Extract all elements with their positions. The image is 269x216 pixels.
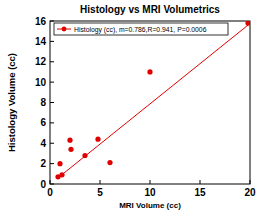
- y-tick: [50, 61, 54, 62]
- point: [245, 21, 250, 26]
- y-tick-label: 6: [40, 117, 46, 128]
- x-tick: [250, 180, 251, 184]
- point: [107, 160, 112, 165]
- x-tick: [50, 180, 51, 184]
- y-axis-label: Histology Volume (cc): [6, 53, 17, 152]
- y-tick: [50, 21, 54, 22]
- y-tick-label: 16: [35, 16, 47, 27]
- x-tick: [150, 180, 151, 184]
- y-tick-label: 14: [35, 36, 47, 47]
- point: [68, 147, 73, 152]
- y-tick: [50, 122, 54, 123]
- x-tick-label: 20: [244, 187, 256, 198]
- point: [147, 69, 152, 74]
- legend-marker: [62, 27, 67, 32]
- point: [67, 138, 72, 143]
- y-tick-label: 4: [40, 138, 46, 149]
- point: [57, 161, 62, 166]
- x-tick: [200, 180, 201, 184]
- y-tick-label: 0: [40, 179, 46, 190]
- x-axis-label: MRI Volume (cc): [119, 201, 181, 210]
- y-tick: [50, 41, 54, 42]
- x-tick-label: 5: [97, 187, 103, 198]
- point: [82, 153, 87, 158]
- y-tick-label: 8: [40, 97, 46, 108]
- trend-line: [58, 25, 248, 178]
- legend: Histology (cc), m=0.786,R=0.941, P=0.000…: [54, 23, 228, 35]
- y-tick-label: 12: [35, 56, 47, 67]
- y-tick: [50, 102, 54, 103]
- y-tick-label: 10: [35, 77, 47, 88]
- y-tick-label: 2: [40, 158, 46, 169]
- x-tick-label: 15: [194, 187, 206, 198]
- y-tick: [50, 82, 54, 83]
- plot-marks: [55, 21, 250, 179]
- point: [95, 137, 100, 142]
- chart: Histology vs MRI Volumetrics 0 2 4 6 8 10 12 14 1…: [0, 0, 269, 216]
- y-tick: [50, 184, 54, 185]
- x-tick-label: 10: [144, 187, 156, 198]
- y-tick: [50, 143, 54, 144]
- point: [59, 172, 64, 177]
- chart-root: Histology vs MRI Volumetrics 0 2 4 6 8 10 12 14 1…: [0, 0, 269, 216]
- x-tick: [100, 180, 101, 184]
- title: Histology vs MRI Volumetrics: [80, 4, 220, 15]
- legend-label: Histology (cc), m=0.786,R=0.941, P=0.000…: [74, 26, 207, 34]
- x-tick-label: 0: [47, 187, 53, 198]
- y-tick: [50, 163, 54, 164]
- legend-box: [54, 23, 228, 35]
- plot-frame: [50, 21, 250, 184]
